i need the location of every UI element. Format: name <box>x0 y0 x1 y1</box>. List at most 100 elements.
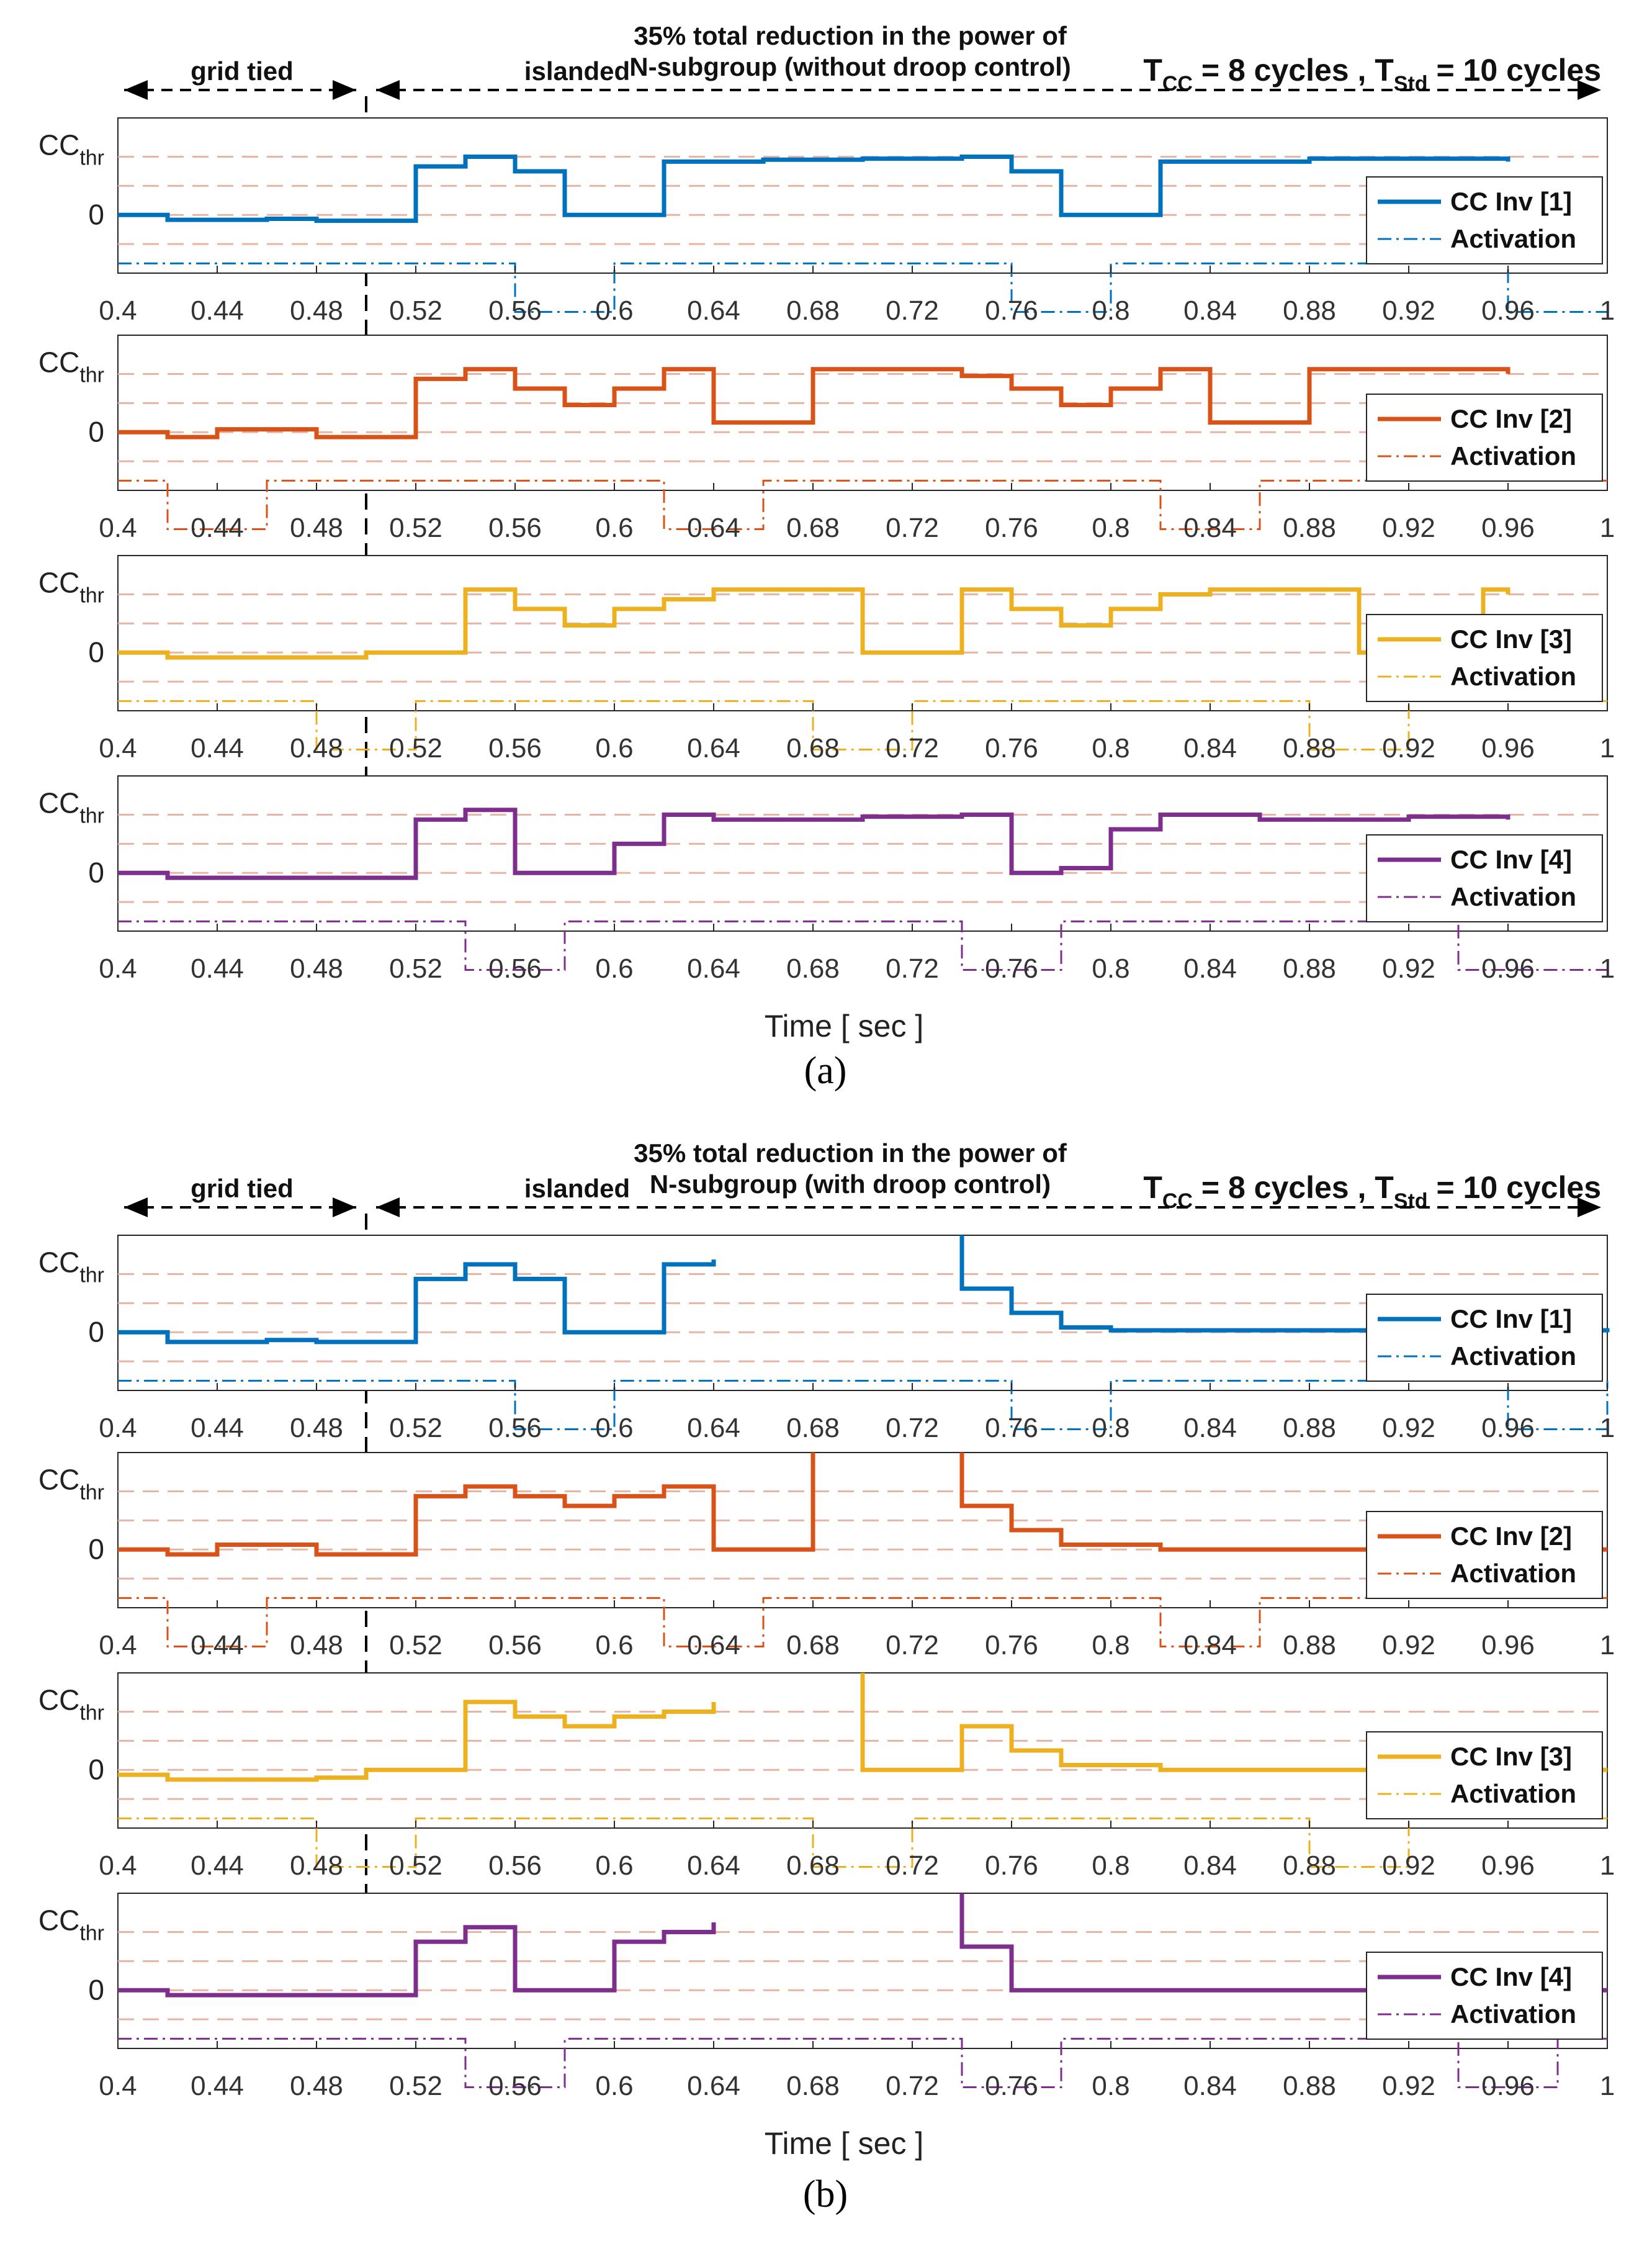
x-tick-label: 0.96 <box>1481 295 1535 326</box>
x-tick-label: 0.92 <box>1382 1850 1435 1881</box>
x-tick-label: 0.72 <box>886 2071 939 2101</box>
x-tick-label: 0.44 <box>191 953 244 984</box>
x-tick-label: 0.88 <box>1283 513 1336 543</box>
x-tick-label: 0.96 <box>1481 1630 1535 1660</box>
y-label-thr-sub: thr <box>79 363 104 387</box>
cc-series <box>118 587 1511 660</box>
legend-box <box>1366 1731 1603 1819</box>
timing-part: = 10 cycles <box>1428 1170 1601 1205</box>
annotation-timing: TCC = 8 cycles , TStd = 10 cycles <box>1143 1170 1601 1213</box>
legend-label-activation: Activation <box>1450 882 1576 911</box>
x-tick-label: 0.44 <box>191 2071 244 2101</box>
timing-part: = 10 cycles <box>1428 53 1601 88</box>
x-tick-label: 0.72 <box>886 1850 939 1881</box>
y-label-zero: 0 <box>88 198 104 230</box>
x-tick-label: 0.8 <box>1092 295 1129 326</box>
x-tick-label: 0.88 <box>1283 1413 1336 1443</box>
activation-series <box>118 1379 1609 1430</box>
x-tick-label: 0.92 <box>1382 1630 1435 1660</box>
legend: CC Inv [4] Activation <box>1366 1952 1603 2040</box>
x-tick-label: 0.56 <box>488 513 542 543</box>
subplot-4: CCthr 0 CC Inv [4] Activation 0.4 0.44 0.48 0.5… <box>38 1893 1615 2101</box>
cc-series <box>959 1453 1607 1552</box>
legend-label-activation: Activation <box>1450 441 1576 471</box>
x-tick-label: 1 <box>1600 1413 1615 1443</box>
x-tick-label: 0.8 <box>1092 513 1129 543</box>
timing-part: CC <box>1162 72 1193 96</box>
x-tick-label: 0.72 <box>886 1413 939 1443</box>
timing-part: Std <box>1394 72 1428 96</box>
x-tick-label: 0.52 <box>389 1413 442 1443</box>
subplot-1: CCthr 0 CC Inv [1] Activation 0.4 0.44 0.48 0.5… <box>38 1235 1615 1443</box>
x-tick-label: 0.48 <box>290 1630 343 1660</box>
x-tick-label: 0.64 <box>687 733 740 764</box>
subplot-1: CCthr 0 CC Inv [1] Activation 0.4 0.44 0.48 0.5… <box>38 117 1615 326</box>
cc-series <box>118 1700 716 1782</box>
arrowhead-left <box>124 1197 148 1217</box>
y-label-zero: 0 <box>88 1973 104 2006</box>
y-label-thr-main: CC <box>38 346 79 378</box>
x-tick-label: 0.68 <box>786 2071 840 2101</box>
panel-b: 35% total reduction in the power ofN-sub… <box>38 1138 1615 2215</box>
timing-part: Std <box>1394 1189 1428 1213</box>
x-tick-label: 0.56 <box>488 953 542 984</box>
x-tick-label: 0.8 <box>1092 1850 1129 1881</box>
x-tick-label: 1 <box>1600 953 1615 984</box>
islanded-label: islanded <box>524 56 630 86</box>
x-tick-label: 0.64 <box>687 2071 740 2101</box>
x-tick-label: 0.84 <box>1183 1850 1237 1881</box>
x-tick-label: 0.88 <box>1283 295 1336 326</box>
x-tick-label: 0.48 <box>290 1413 343 1443</box>
x-tick-label: 0.44 <box>191 295 244 326</box>
subplot-3: CCthr 0 CC Inv [3] Activation 0.4 0.44 0.48 0.5… <box>38 1672 1615 1881</box>
subplot-2: CCthr 0 CC Inv [2] Activation 0.4 0.44 0.48 0.5… <box>38 335 1615 543</box>
x-tick-label: 0.8 <box>1092 2071 1129 2101</box>
x-tick-label: 0.84 <box>1183 513 1237 543</box>
x-tick-label: 0.96 <box>1481 953 1535 984</box>
x-tick-label: 0.6 <box>595 1413 633 1443</box>
legend: CC Inv [3] Activation <box>1366 1731 1603 1819</box>
y-label-thr-main: CC <box>38 128 79 161</box>
axes-box <box>117 117 1608 274</box>
x-tick-label: 0.56 <box>488 295 542 326</box>
x-tick-label: 0.8 <box>1092 1630 1129 1660</box>
x-axis-label: Time [ sec ] <box>765 2126 924 2161</box>
x-tick-label: 0.44 <box>191 1413 244 1443</box>
cc-series <box>118 1259 716 1345</box>
y-label-thr: CCthr <box>38 786 104 827</box>
y-label-thr-main: CC <box>38 786 79 819</box>
x-tick-label: 0.8 <box>1092 1413 1129 1443</box>
x-tick-label: 0.92 <box>1382 295 1435 326</box>
x-tick-label: 0.72 <box>886 733 939 764</box>
y-label-thr: CCthr <box>38 1683 104 1724</box>
x-tick-label: 0.96 <box>1481 1850 1535 1881</box>
x-tick-label: 0.68 <box>786 733 840 764</box>
cc-series <box>959 1235 1610 1333</box>
x-tick-label: 0.84 <box>1183 953 1237 984</box>
legend-label-cc: CC Inv [1] <box>1450 1304 1572 1333</box>
legend-label-cc: CC Inv [3] <box>1450 1742 1572 1771</box>
activation-series <box>118 700 1607 750</box>
annotation-title-line2: N-subgroup (without droop control) <box>629 52 1071 81</box>
legend-label-cc: CC Inv [1] <box>1450 187 1572 216</box>
arrowhead-right <box>1578 80 1601 100</box>
legend: CC Inv [2] Activation <box>1366 394 1603 482</box>
x-tick-label: 0.44 <box>191 1850 244 1881</box>
x-tick-label: 0.84 <box>1183 733 1237 764</box>
x-tick-label: 0.84 <box>1183 1630 1237 1660</box>
legend-label-activation: Activation <box>1450 1559 1576 1588</box>
legend-label-cc: CC Inv [2] <box>1450 1521 1572 1551</box>
cc-series <box>118 1453 815 1557</box>
legend: CC Inv [2] Activation <box>1366 1511 1603 1599</box>
subplot-4: CCthr 0 CC Inv [4] Activation 0.4 0.44 0.48 0.5… <box>38 775 1615 984</box>
x-tick-label: 1 <box>1600 513 1615 543</box>
y-label-thr-sub: thr <box>79 583 104 607</box>
x-tick-label: 0.76 <box>985 1413 1038 1443</box>
y-label-zero: 0 <box>88 1533 104 1565</box>
x-tick-label: 0.92 <box>1382 1413 1435 1443</box>
y-label-zero: 0 <box>88 415 104 448</box>
y-label-thr: CCthr <box>38 1246 104 1287</box>
x-tick-label: 0.52 <box>389 1630 442 1660</box>
x-tick-label: 0.6 <box>595 513 633 543</box>
x-tick-label: 0.76 <box>985 2071 1038 2101</box>
